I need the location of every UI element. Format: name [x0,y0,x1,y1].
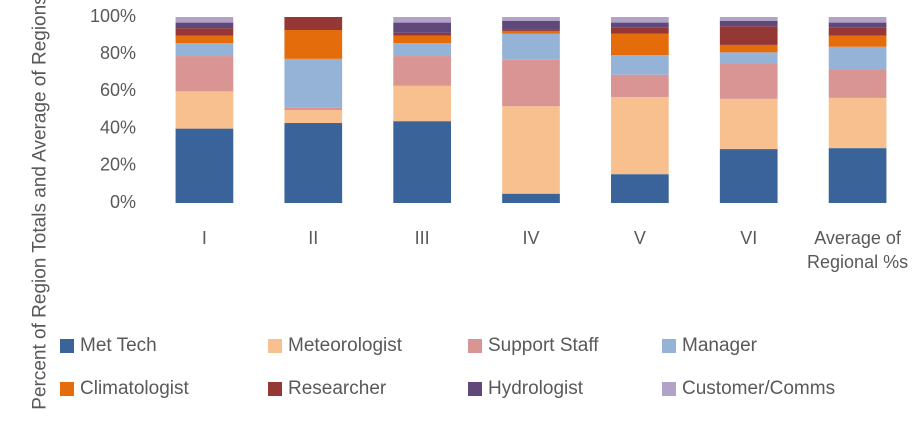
legend-entry: Meteorologist [268,335,402,357]
legend-entry: Met Tech [60,335,157,357]
bar-segment [719,26,778,45]
bar-segment [719,20,778,27]
legend-label: Manager [682,335,757,356]
x-tick-label: III [414,228,430,248]
bar-segment [828,22,887,28]
legend-label: Met Tech [80,335,157,356]
y-tick-label: 0% [110,192,136,212]
bar-segment [393,22,451,33]
bar-segment [611,22,669,28]
bar-segment [393,35,451,44]
bar-segment [611,27,669,34]
bar-segment [284,30,343,59]
bar-segment [393,85,451,122]
bar-segment [175,128,234,203]
bar-segment [502,30,560,34]
legend-swatch [268,339,282,353]
bar-segment [175,35,234,44]
bar-segment [175,17,234,23]
legend-swatch [268,382,282,396]
legend-label: Customer/Comms [682,378,836,399]
legend-entry: Support Staff [468,335,599,357]
bar-segment [175,43,234,57]
legend-swatch [662,339,676,353]
bar-segment [502,20,560,30]
bar-segment [719,98,778,150]
bar-segment [611,174,669,203]
bar-segment [175,56,234,92]
legend-label: Support Staff [488,335,599,356]
bar-segment [284,123,343,203]
legend-swatch [468,339,482,353]
bar-segment [611,17,669,23]
bar-segment [828,97,887,149]
bar-segment [393,56,451,86]
bar-segment [828,17,887,23]
legend-label: Climatologist [80,378,189,399]
bar-segment [502,33,560,60]
bar-segment [719,44,778,53]
bar-segment [611,74,669,97]
legend-entry: Hydrologist [468,378,583,400]
legend-label: Hydrologist [488,378,584,399]
legend-entry: Manager [662,335,757,357]
legend-label: Meteorologist [288,335,403,356]
bar-segment [611,96,669,175]
x-tick-label: IV [522,228,540,248]
bar-segment [502,29,560,31]
legend-swatch [60,339,74,353]
bar-segment [502,59,560,107]
legend-entry: Customer/Comms [662,378,835,400]
y-tick-label: 20% [100,155,136,175]
legend-entry: Researcher [268,378,386,400]
legend-swatch [662,382,676,396]
bar-segment [828,148,887,203]
bar-segment [502,106,560,194]
bar-segment [393,121,451,203]
bar-segment [393,32,451,36]
bar-segment [719,52,778,64]
legend-swatch [468,382,482,396]
bar-segment [828,35,887,47]
bar-segment [719,63,778,99]
bar-segment [719,17,778,21]
bar-segment [284,58,343,108]
bar-segment [828,46,887,70]
y-tick-label: 100% [90,6,136,26]
y-tick-label: 80% [100,43,136,63]
bar-segment [828,69,887,98]
bar-segment [284,107,343,110]
y-tick-label: 40% [100,117,136,137]
x-tick-label: VI [740,228,758,248]
y-tick-label: 60% [100,80,136,100]
bar-segment [502,17,560,21]
bar-segment [175,91,234,129]
legend-label: Researcher [288,378,387,399]
x-tick-label: II [308,228,319,248]
bar-segment [828,27,887,36]
bar-segment [393,17,451,23]
bar-segment [719,149,778,203]
bar-segment [284,110,343,124]
legend-entry: Climatologist [60,378,189,400]
bar-segment [611,33,669,56]
y-axis-title: Percent of Region Totals and Average of … [29,0,51,410]
bar-segment [284,17,343,31]
bar-segment [393,43,451,57]
legend-swatch [60,382,74,396]
x-tick-label: Average of Regional %s [807,228,909,272]
bar-segment [175,28,234,36]
x-tick-label: V [633,228,646,248]
bar-segment [611,55,669,75]
x-tick-label: I [201,228,207,248]
bar-segment [502,193,560,203]
bar-segment [175,22,234,29]
